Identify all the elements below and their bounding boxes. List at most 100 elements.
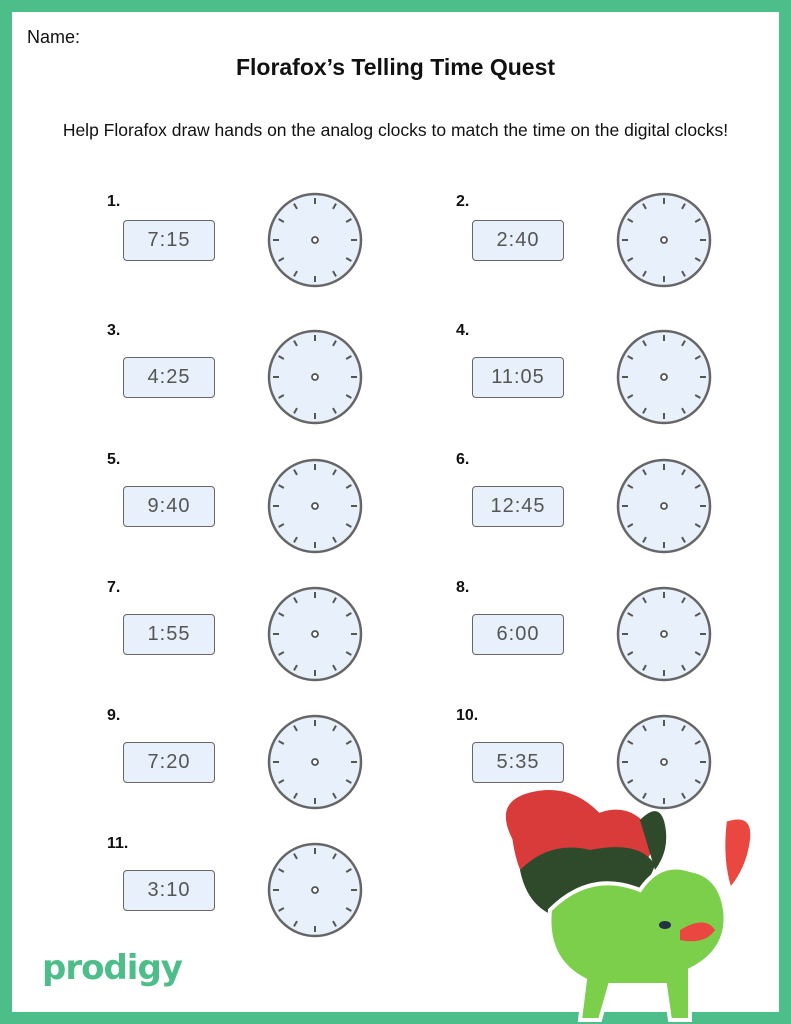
clock-center xyxy=(311,236,319,244)
analog-clock-face[interactable] xyxy=(616,458,712,554)
clock-tick xyxy=(278,257,285,262)
analog-clock-face[interactable] xyxy=(267,192,363,288)
analog-clock-face[interactable] xyxy=(267,329,363,425)
clock-tick xyxy=(642,203,647,210)
digital-clock: 6:00 xyxy=(472,614,564,655)
clock-tick xyxy=(681,407,686,414)
clock-problem: 3. 4:25 xyxy=(107,322,367,432)
clock-tick xyxy=(642,536,647,543)
clock-problem: 6. 12:45 xyxy=(456,451,716,561)
problem-number: 11. xyxy=(107,835,129,852)
clock-tick xyxy=(627,484,634,489)
clock-center xyxy=(311,373,319,381)
digital-clock: 5:35 xyxy=(472,742,564,783)
clock-tick xyxy=(642,725,647,732)
analog-clock-face[interactable] xyxy=(267,458,363,554)
clock-tick xyxy=(332,664,337,671)
clock-tick xyxy=(332,597,337,604)
clock-tick xyxy=(345,779,352,784)
clock-tick xyxy=(278,779,285,784)
analog-clock-face[interactable] xyxy=(267,842,363,938)
clock-tick xyxy=(681,536,686,543)
clock-tick xyxy=(345,257,352,262)
clock-tick xyxy=(345,740,352,745)
problem-number: 6. xyxy=(456,451,470,468)
clock-center xyxy=(660,758,668,766)
clock-tick xyxy=(681,725,686,732)
clock-tick xyxy=(627,355,634,360)
clock-tick xyxy=(278,355,285,360)
digital-clock: 7:20 xyxy=(123,742,215,783)
analog-clock-face[interactable] xyxy=(616,586,712,682)
clock-tick xyxy=(681,597,686,604)
clock-tick xyxy=(345,612,352,617)
problem-number: 8. xyxy=(456,579,470,596)
clock-problem: 5. 9:40 xyxy=(107,451,367,561)
problem-number: 3. xyxy=(107,322,121,339)
clock-tick xyxy=(681,664,686,671)
analog-clock-face[interactable] xyxy=(616,714,712,810)
problem-number: 4. xyxy=(456,322,470,339)
clock-tick xyxy=(642,792,647,799)
clock-tick xyxy=(694,257,701,262)
digital-clock: 1:55 xyxy=(123,614,215,655)
problem-number: 7. xyxy=(107,579,121,596)
clock-tick xyxy=(332,725,337,732)
clock-tick xyxy=(293,920,298,927)
clock-tick xyxy=(293,792,298,799)
clock-tick xyxy=(293,203,298,210)
clock-center xyxy=(311,630,319,638)
clock-tick xyxy=(694,740,701,745)
clock-tick xyxy=(278,651,285,656)
clock-tick xyxy=(293,270,298,277)
analog-clock-face[interactable] xyxy=(267,586,363,682)
clock-tick xyxy=(278,218,285,223)
clock-tick xyxy=(293,664,298,671)
clock-problem: 8. 6:00 xyxy=(456,579,716,689)
clock-tick xyxy=(627,523,634,528)
analog-clock-face[interactable] xyxy=(616,329,712,425)
digital-clock: 3:10 xyxy=(123,870,215,911)
clock-problem: 1. 7:15 xyxy=(107,192,367,303)
clock-problem: 10. 5:35 xyxy=(456,707,716,817)
clock-tick xyxy=(332,270,337,277)
prodigy-logo: prodigy xyxy=(42,948,183,988)
analog-clock-face[interactable] xyxy=(616,192,712,288)
clock-tick xyxy=(345,523,352,528)
clock-tick xyxy=(293,725,298,732)
clock-tick xyxy=(332,792,337,799)
clock-center xyxy=(660,373,668,381)
clock-tick xyxy=(694,355,701,360)
clock-tick xyxy=(293,340,298,347)
clock-tick xyxy=(293,469,298,476)
clock-tick xyxy=(332,340,337,347)
clock-tick xyxy=(293,536,298,543)
problem-number: 5. xyxy=(107,451,121,468)
clock-tick xyxy=(681,469,686,476)
clock-problem: 2. 2:40 xyxy=(456,192,716,303)
clock-center xyxy=(660,236,668,244)
instructions: Help Florafox draw hands on the analog c… xyxy=(62,120,729,140)
digital-clock: 4:25 xyxy=(123,357,215,398)
clock-tick xyxy=(694,612,701,617)
clock-tick xyxy=(681,270,686,277)
name-label: Name: xyxy=(27,27,81,47)
clock-tick xyxy=(642,340,647,347)
page-title: Florafox’s Telling Time Quest xyxy=(235,54,556,80)
analog-clock-face[interactable] xyxy=(267,714,363,810)
problem-number: 2. xyxy=(456,193,470,210)
clock-tick xyxy=(278,740,285,745)
clock-tick xyxy=(293,597,298,604)
clock-tick xyxy=(345,218,352,223)
clock-tick xyxy=(627,651,634,656)
clock-tick xyxy=(345,868,352,873)
clock-tick xyxy=(694,394,701,399)
clock-tick xyxy=(293,853,298,860)
digital-clock: 9:40 xyxy=(123,486,215,527)
clock-tick xyxy=(627,257,634,262)
digital-clock: 7:15 xyxy=(123,220,215,261)
clock-tick xyxy=(332,469,337,476)
clock-tick xyxy=(332,203,337,210)
clock-tick xyxy=(642,270,647,277)
clock-tick xyxy=(278,612,285,617)
